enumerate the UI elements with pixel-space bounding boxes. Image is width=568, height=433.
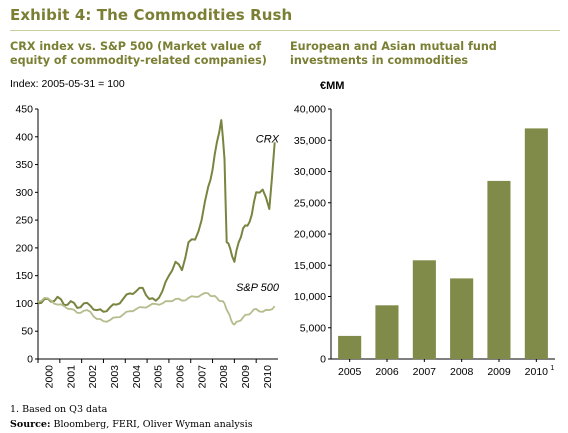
line-chart-y-tick-label: 0 (27, 354, 33, 366)
bar-chart-y-tick-label: 20,000 (294, 229, 326, 241)
line-chart-x-tick-label: 2000 (44, 365, 56, 389)
line-chart-x-tick-label: 2008 (218, 365, 230, 389)
bar-chart-y-tick-label: 25,000 (294, 197, 326, 209)
bar-2005 (338, 335, 362, 359)
bar-2009 (487, 180, 511, 359)
line-chart-x-tick-label: 2007 (196, 365, 208, 389)
source-text: Bloomberg, FERI, Oliver Wyman analysis (50, 419, 253, 430)
line-chart-y-tick-label: 200 (15, 242, 33, 254)
right-panel-title-line1: European and Asian mutual fund (290, 40, 497, 53)
footnote: 1. Based on Q3 data (10, 404, 108, 415)
bar-chart-x-tick-label: 2009 (487, 366, 511, 378)
crx-series-label: CRX (256, 133, 280, 145)
left-panel-subtitle: Index: 2005-05-31 = 100 (10, 78, 125, 90)
bar-chart-x-tick-label: 2006 (375, 366, 399, 378)
line-chart-x-tick-label: 2004 (131, 365, 143, 389)
bar-chart-y-tick-label: 5,000 (300, 322, 326, 334)
line-chart-x-tick-label: 2005 (153, 365, 165, 389)
line-chart-x-tick-label: 2002 (87, 365, 99, 389)
line-chart-y-tick-label: 300 (15, 187, 33, 199)
line-chart-x-tick-label: 2010 (262, 365, 274, 389)
line-chart-y-tick-label: 150 (15, 270, 33, 282)
left-panel-title-line2: equity of commodity-related companies) (10, 54, 267, 67)
bar-chart-y-tick-label: 15,000 (294, 260, 326, 272)
exhibit-title: Exhibit 4: The Commodities Rush (10, 6, 293, 24)
bar-chart-x-tick-label: 2010 (525, 366, 549, 378)
line-chart-y-tick-label: 400 (15, 131, 33, 143)
sp500-series-line (37, 292, 276, 326)
line-chart-y-tick-label: 50 (21, 326, 33, 338)
bar-chart-y-tick-label: 35,000 (294, 135, 326, 147)
line-chart-y-tick-label: 100 (15, 298, 33, 310)
bar-chart-x-tick-footnote-mark: 1 (550, 365, 554, 372)
source-note: Source: Bloomberg, FERI, Oliver Wyman an… (10, 419, 253, 430)
bar-chart-y-tick-label: 10,000 (294, 291, 326, 303)
line-chart-y-tick-label: 250 (15, 215, 33, 227)
bar-chart-x-tick-label: 2008 (450, 366, 474, 378)
source-label: Source: (10, 419, 51, 430)
bar-chart-y-tick-label: 0 (320, 354, 326, 366)
crx-series-line (37, 119, 276, 313)
left-panel-title-line1: CRX index vs. S&P 500 (Market value of (10, 40, 262, 53)
title-divider (10, 30, 560, 31)
line-chart-x-tick-label: 2006 (174, 365, 186, 389)
right-panel-unit: €MM (320, 80, 345, 92)
bar-chart-x-tick-label: 2007 (413, 366, 437, 378)
line-chart-y-tick-label: 450 (15, 104, 33, 116)
bar-chart-y-tick-label: 30,000 (294, 166, 326, 178)
line-chart-x-tick-label: 2001 (65, 365, 77, 389)
line-chart-x-tick-label: 2009 (240, 365, 252, 389)
right-panel-title-line2: investments in commodities (290, 54, 469, 67)
line-chart-x-tick-label: 2003 (109, 365, 121, 389)
line-chart-y-tick-label: 350 (15, 159, 33, 171)
bar-2010 (524, 128, 548, 359)
left-panel-title: CRX index vs. S&P 500 (Market value of e… (10, 40, 267, 68)
bar-2008 (450, 278, 474, 359)
bar-2007 (412, 260, 436, 360)
right-panel-title: European and Asian mutual fund investmen… (290, 40, 497, 68)
bar-chart-y-tick-label: 40,000 (294, 104, 326, 116)
bar-chart-x-tick-label: 2005 (338, 366, 362, 378)
bar-2006 (375, 305, 399, 360)
sp500-series-label: S&P 500 (236, 282, 280, 294)
